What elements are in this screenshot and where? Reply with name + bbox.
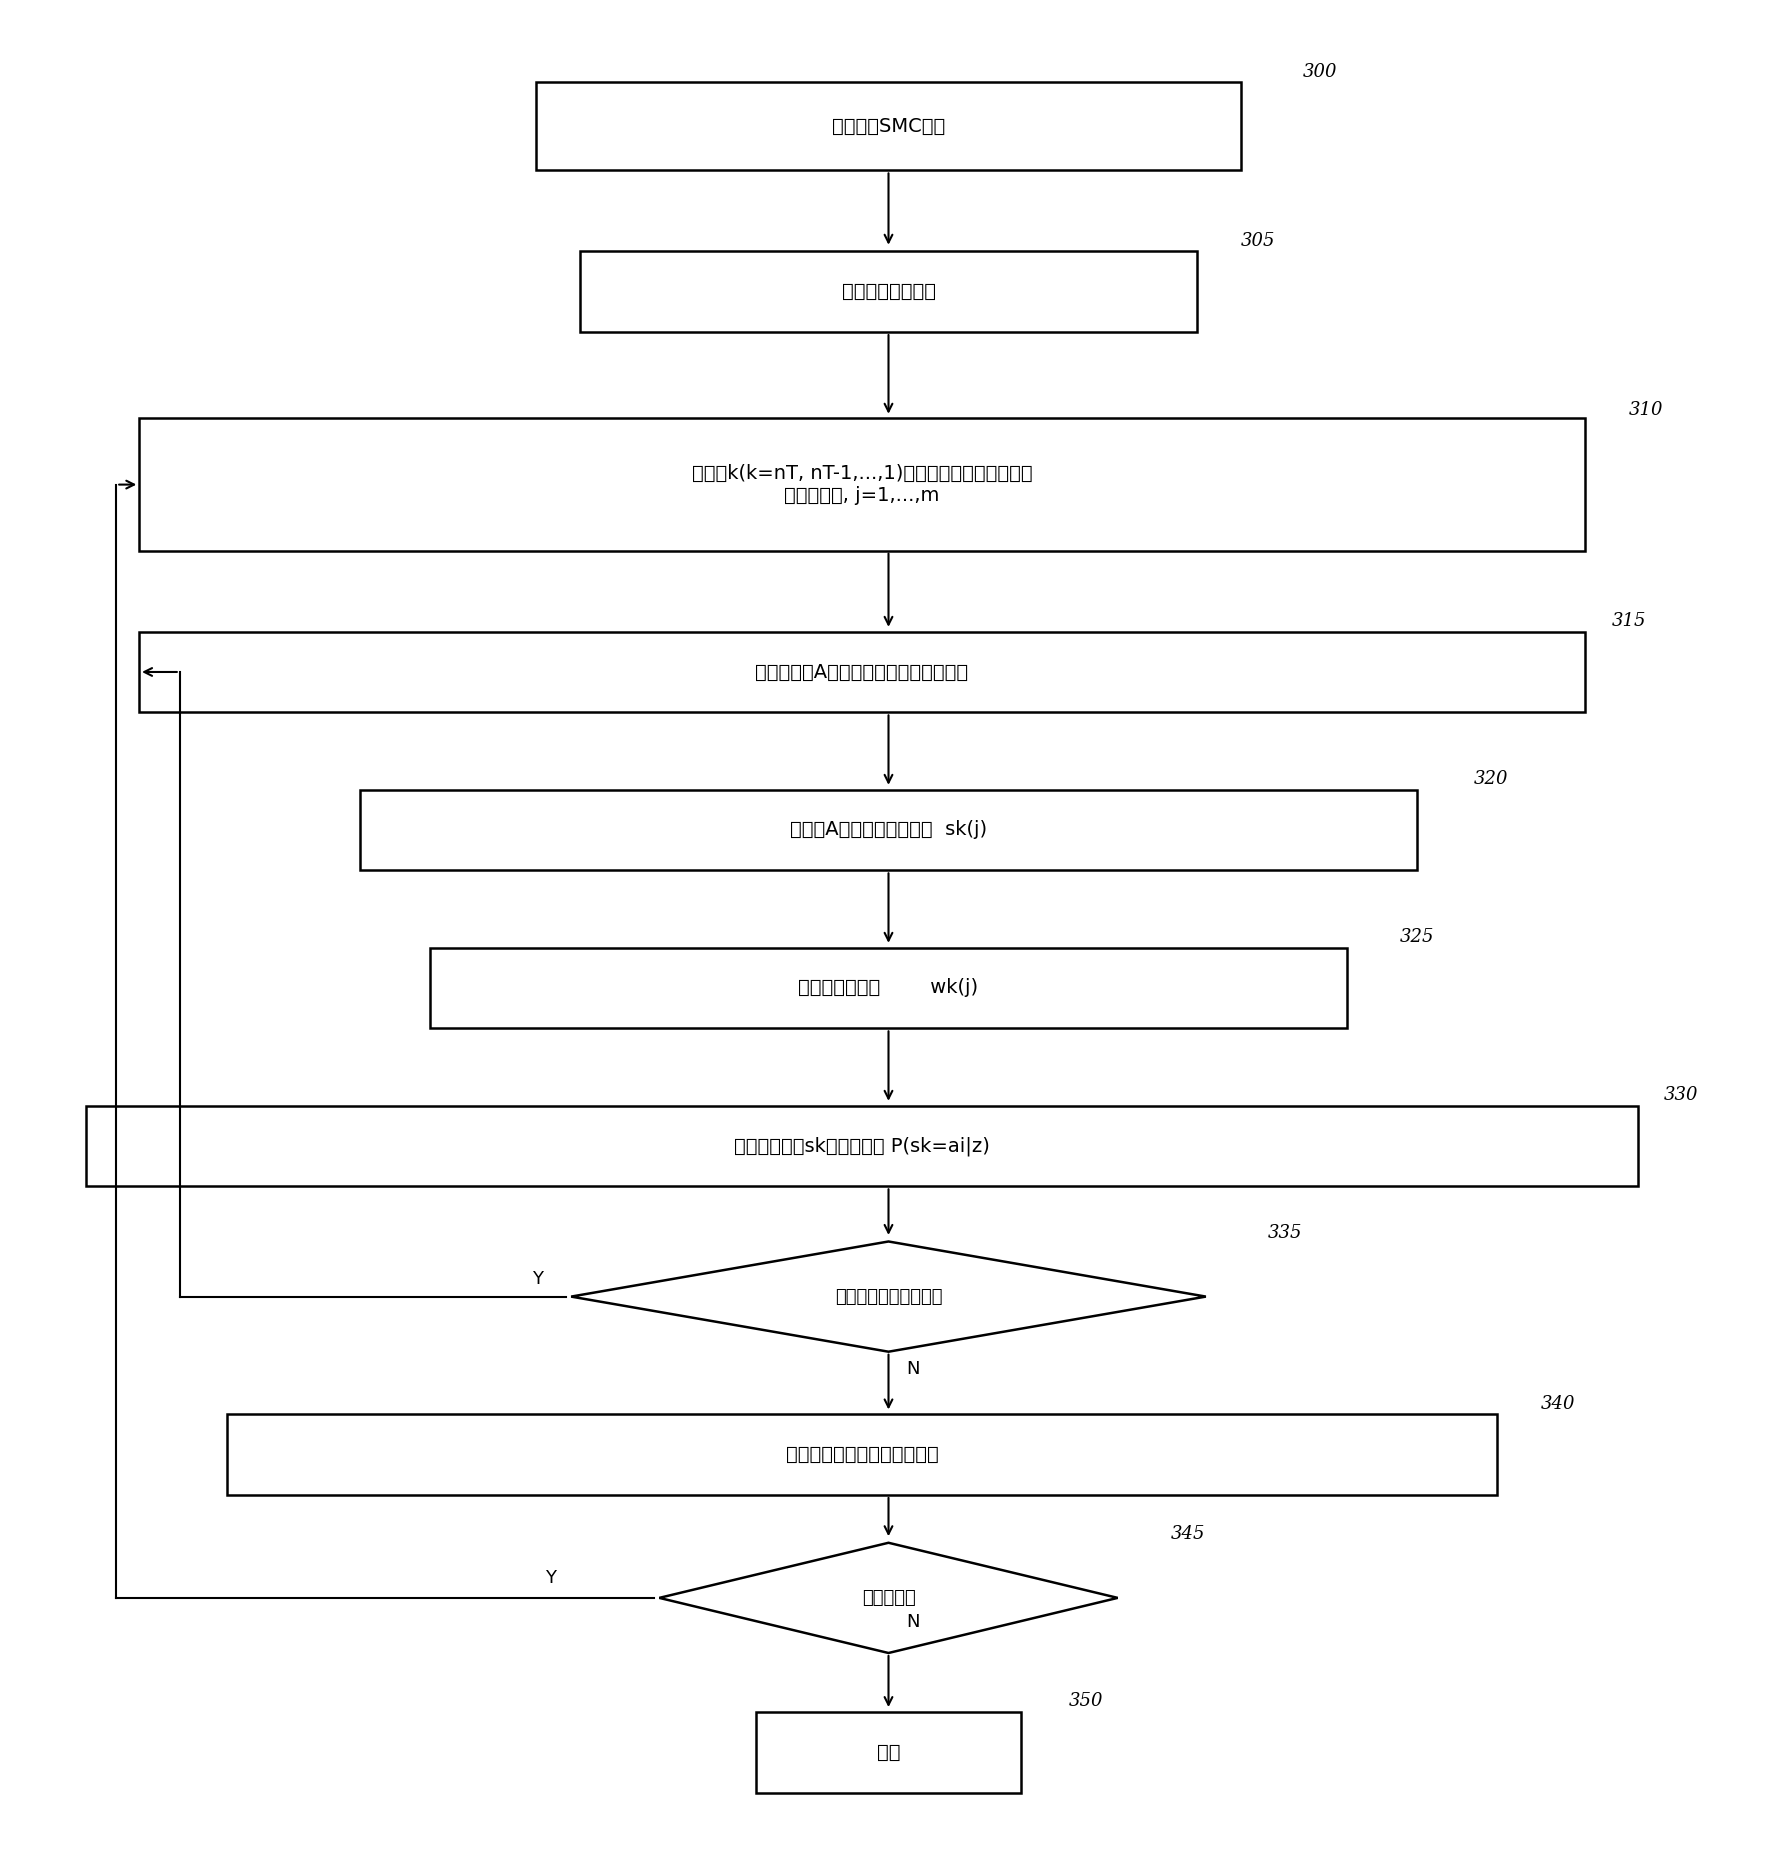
Text: 结束: 结束 [876, 1742, 901, 1762]
Bar [757, 1712, 1020, 1792]
Text: 300: 300 [1303, 63, 1338, 81]
Text: 335: 335 [1267, 1224, 1303, 1242]
Polygon shape [570, 1242, 1207, 1351]
Text: 340: 340 [1541, 1394, 1576, 1412]
Text: 执行再采样，更新重要性加权: 执行再采样，更新重要性加权 [785, 1446, 938, 1464]
Bar [579, 252, 1198, 331]
Text: 计算信息码元sk的后验概率 P(sk=ai|z): 计算信息码元sk的后验概率 P(sk=ai|z) [734, 1137, 990, 1155]
Text: Y: Y [546, 1570, 556, 1586]
Bar [430, 948, 1347, 1029]
Text: Y: Y [533, 1270, 544, 1288]
Text: 330: 330 [1665, 1087, 1699, 1103]
Text: N: N [906, 1360, 920, 1377]
Text: 305: 305 [1240, 231, 1276, 250]
Bar [87, 1105, 1638, 1186]
Bar [227, 1414, 1496, 1496]
Bar [537, 81, 1240, 170]
Text: 350: 350 [1068, 1692, 1104, 1710]
Text: 325: 325 [1400, 927, 1434, 946]
Text: 开始随机SMC解调: 开始随机SMC解调 [832, 117, 945, 135]
Text: 计算重要性加权        wk(j): 计算重要性加权 wk(j) [798, 979, 979, 998]
Text: 320: 320 [1473, 770, 1509, 789]
Text: 下一个迭代: 下一个迭代 [862, 1588, 915, 1607]
Bar [139, 418, 1585, 552]
Text: 开始第k(k=nT, nT-1,...,1)次递归，更新每一采样的
重要性加权, j=1,...,m: 开始第k(k=nT, nT-1,...,1)次递归，更新每一采样的 重要性加权,… [691, 465, 1032, 505]
Polygon shape [659, 1542, 1118, 1653]
Text: 315: 315 [1612, 613, 1646, 629]
Text: 310: 310 [1630, 402, 1663, 418]
Text: 递归方式的下一个采样: 递归方式的下一个采样 [835, 1288, 942, 1305]
Bar [139, 631, 1585, 713]
Text: 计算字母集A中每一码元的试验采样密度: 计算字母集A中每一码元的试验采样密度 [755, 663, 968, 681]
Text: 从集合A抽取一个采样码元  sk(j): 从集合A抽取一个采样码元 sk(j) [791, 820, 986, 840]
Text: 初始化重要性加权: 初始化重要性加权 [842, 281, 935, 302]
Bar [359, 790, 1418, 870]
Text: N: N [906, 1614, 920, 1631]
Text: 345: 345 [1171, 1525, 1205, 1544]
